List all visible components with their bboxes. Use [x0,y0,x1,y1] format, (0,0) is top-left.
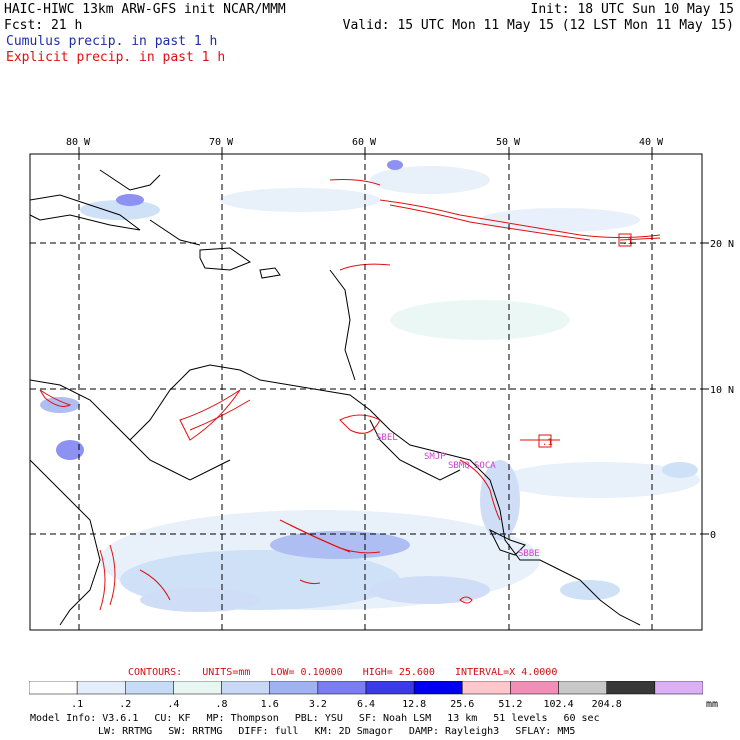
contour-info: CONTOURS: UNITS=mm LOW= 0.10000 HIGH= 25… [128,667,571,678]
model-info-item: 60 sec [563,713,600,724]
colorbar-swatch [462,681,511,695]
colorbar [29,681,703,695]
model-info-item: PBL: YSU [294,713,343,724]
station-label: SMJP [424,452,446,462]
colorbar-label: .1 [71,699,84,710]
contour-heading: CONTOURS: [128,667,183,678]
model-info-line1: Model Info: V3.6.1 CU: KF MP: Thompson PBL:… [30,713,616,724]
contour-units: UNITS=mm [202,667,251,678]
model-info-item: 51 levels [493,713,548,724]
explicit-contours [39,179,661,611]
colorbar-label: .8 [215,699,228,710]
station-label: SOCA [474,461,496,471]
colorbar-label: 25.6 [450,699,475,710]
header-title: HAIC-HIWC 13km ARW-GFS init NCAR/MMM [4,2,286,17]
marker-label: .1 [622,237,633,247]
lon-label: 50 W [496,137,521,148]
lon-labels: 80 W 70 W 60 W 50 W 40 W [66,137,664,148]
lon-label: 70 W [209,137,234,148]
contour-low: LOW= 0.10000 [270,667,343,678]
colorbar-swatch [125,681,174,695]
lon-label: 60 W [352,137,377,148]
colorbar-swatch [510,681,559,695]
station-label: SBMQ [448,461,470,471]
colorbar-label: 51.2 [498,699,523,710]
marker-label: .1 [542,438,553,448]
valid-time: Valid: 15 UTC Mon 11 May 15 (12 LST Mon … [342,18,734,33]
colorbar-label: 6.4 [356,699,376,710]
station-labels: SBEL SMJP SBMQ SOCA SBBE [376,433,540,559]
lat-label: 10 N [710,385,734,396]
model-info-item: LW: RRTMG [98,726,153,737]
init-time: Init: 18 UTC Sun 10 May 15 [530,2,735,17]
lat-lon-grid [30,154,702,630]
model-info-item: DAMP: Rayleigh3 [408,726,500,737]
colorbar-swatch [173,681,222,695]
forecast-hour: Fcst: 21 h [4,18,83,33]
model-info-item: 13 km [447,713,478,724]
colorbar-label: .2 [119,699,132,710]
colorbar-swatch [76,681,126,695]
colorbar-label: 204.8 [591,699,622,710]
lat-label: 20 N [710,239,734,250]
colorbar-label: 3.2 [308,699,327,710]
model-info-item: SFLAY: MM5 [515,726,576,737]
colorbar-label: 102.4 [543,699,574,710]
lat-labels: 20 N 10 N 0 [710,239,734,541]
model-info-item: SW: RRTMG [168,726,223,737]
colorbar-swatch [558,681,607,695]
model-info-item: DIFF: full [238,726,299,737]
model-info-item: CU: KF [154,713,191,724]
colorbar-swatch [654,681,703,695]
colorbar-swatch [269,681,319,695]
colorbar-label: 1.6 [260,699,279,710]
marker-box [538,434,552,448]
lon-label: 80 W [66,137,91,148]
station-label: SBBE [518,549,540,559]
cumulus-shading [40,160,700,612]
station-markers: .1 .1 [538,233,633,448]
model-info-item: KM: 2D Smagor [314,726,393,737]
marker-box [618,233,632,247]
colorbar-label: 12.8 [402,699,427,710]
colorbar-swatch [365,681,415,695]
lat-label: 0 [710,530,716,541]
precip-map: .1 .1 SBEL SMJP SBMQ SOCA SBBE 80 W 70 W [29,137,734,631]
model-info-item: MP: Thompson [206,713,279,724]
colorbar-swatch [317,681,367,695]
axis-ticks [78,147,709,535]
legend-cumulus: Cumulus precip. in past 1 h [6,34,218,49]
station-label: SBEL [376,433,398,443]
legend-explicit: Explicit precip. in past 1 h [6,50,226,65]
colorbar-swatch [29,681,78,695]
colorbar-swatch [606,681,656,695]
colorbar-units: mm [706,699,719,710]
model-info-item: SF: Noah LSM [358,713,432,724]
colorbar-swatch [413,681,463,695]
contour-interval: INTERVAL=X 4.0000 [454,667,558,678]
colorbar-swatch [221,681,270,695]
model-info-line2: LW: RRTMG SW: RRTMG DIFF: full KM: 2D Smago… [98,726,591,737]
contour-high: HIGH= 25.600 [362,667,435,678]
lon-label: 40 W [639,137,664,148]
model-info-item: Model Info: V3.6.1 [30,713,139,724]
map-frame [29,153,703,631]
colorbar-label: .4 [167,699,180,710]
